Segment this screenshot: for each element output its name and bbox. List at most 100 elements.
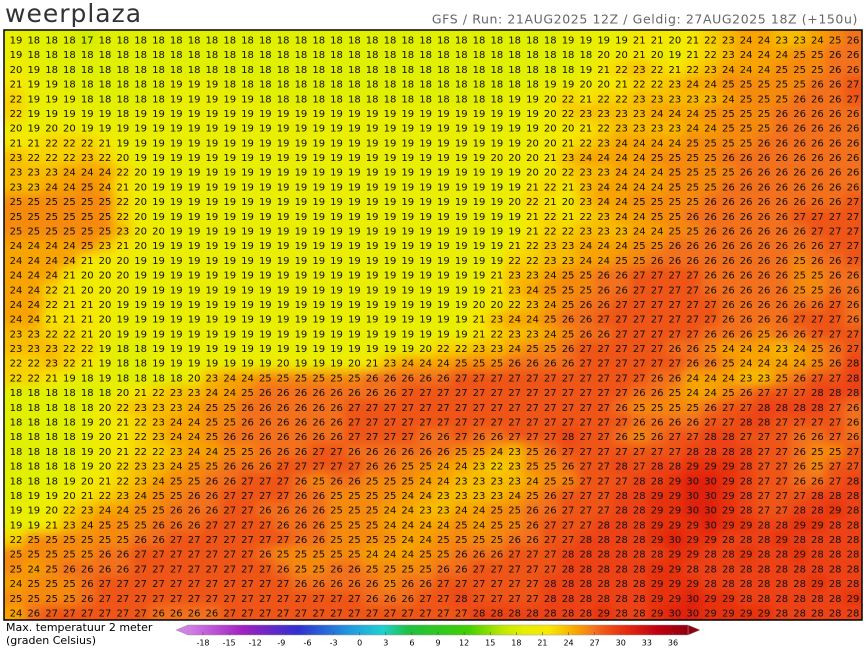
temperature-cell xyxy=(843,61,862,78)
temperature-value: 25 xyxy=(722,359,735,370)
temperature-value: 26 xyxy=(526,506,539,517)
temperature-cell xyxy=(131,105,151,122)
temperature-value: 19 xyxy=(170,109,183,120)
temperature-value: 19 xyxy=(188,256,201,267)
temperature-value: 18 xyxy=(45,403,58,414)
temperature-value: 19 xyxy=(562,80,575,91)
temperature-value: 23 xyxy=(490,344,503,355)
temperature-value: 19 xyxy=(223,300,236,311)
temperature-cell xyxy=(95,105,115,122)
temperature-value: 19 xyxy=(223,138,236,149)
temperature-value: 29 xyxy=(740,550,753,561)
temperature-value: 19 xyxy=(580,65,593,76)
temperature-cell xyxy=(131,76,151,92)
temperature-value: 21 xyxy=(633,50,646,61)
temperature-value: 27 xyxy=(259,594,272,605)
temperature-value: 19 xyxy=(152,256,165,267)
temperature-cell xyxy=(629,76,649,92)
temperature-value: 27 xyxy=(758,462,771,473)
temperature-value: 24 xyxy=(437,462,450,473)
temperature-cell xyxy=(344,90,364,107)
temperature-value: 27 xyxy=(615,344,628,355)
temperature-cell xyxy=(149,76,168,92)
temperature-value: 28 xyxy=(829,535,842,546)
temperature-value: 19 xyxy=(134,285,147,296)
temperature-value: 27 xyxy=(669,329,682,340)
temperature-value: 19 xyxy=(152,182,165,193)
temperature-value: 22 xyxy=(27,373,40,384)
temperature-value: 27 xyxy=(829,432,842,443)
temperature-value: 27 xyxy=(669,300,682,311)
temperature-value: 19 xyxy=(45,109,58,120)
temperature-value: 27 xyxy=(686,329,699,340)
temperature-value: 25 xyxy=(722,109,735,120)
temperature-value: 18 xyxy=(241,65,254,76)
temperature-value: 24 xyxy=(633,227,646,238)
temperature-value: 29 xyxy=(722,491,735,502)
temperature-value: 26 xyxy=(330,388,343,399)
temperature-value: 18 xyxy=(81,50,94,61)
temperature-value: 21 xyxy=(81,315,94,326)
temperature-cell xyxy=(255,30,275,48)
temperature-value: 25 xyxy=(99,535,112,546)
temperature-value: 20 xyxy=(490,300,503,311)
colorbar-tick-label: 27 xyxy=(590,639,600,648)
temperature-value: 27 xyxy=(330,447,343,458)
temperature-value: 19 xyxy=(508,138,521,149)
temperature-value: 25 xyxy=(793,256,806,267)
temperature-cell xyxy=(202,46,222,63)
temperature-value: 25 xyxy=(45,579,58,590)
temperature-value: 25 xyxy=(473,359,486,370)
temperature-value: 19 xyxy=(188,109,201,120)
temperature-value: 19 xyxy=(312,256,325,267)
temperature-cell xyxy=(772,90,792,107)
temperature-value: 27 xyxy=(241,520,254,531)
temperature-value: 19 xyxy=(437,212,450,223)
temperature-cell xyxy=(362,61,382,78)
temperature-value: 27 xyxy=(633,344,646,355)
temperature-value: 19 xyxy=(348,285,361,296)
temperature-value: 18 xyxy=(544,65,557,76)
temperature-value: 19 xyxy=(312,271,325,282)
temperature-value: 25 xyxy=(10,594,23,605)
temperature-value: 27 xyxy=(580,432,593,443)
temperature-value: 28 xyxy=(597,520,610,531)
temperature-value: 25 xyxy=(366,520,379,531)
temperature-cell xyxy=(665,90,685,107)
temperature-cell xyxy=(612,90,631,107)
temperature-value: 22 xyxy=(490,329,503,340)
temperature-value: 27 xyxy=(401,432,414,443)
temperature-value: 19 xyxy=(188,329,201,340)
temperature-value: 27 xyxy=(847,241,860,252)
temperature-value: 28 xyxy=(633,579,646,590)
temperature-value: 23 xyxy=(580,227,593,238)
temperature-value: 26 xyxy=(615,432,628,443)
temperature-value: 18 xyxy=(437,36,450,47)
temperature-value: 27 xyxy=(669,447,682,458)
temperature-value: 18 xyxy=(384,36,397,47)
temperature-value: 21 xyxy=(580,94,593,105)
temperature-value: 25 xyxy=(63,212,76,223)
temperature-value: 21 xyxy=(99,476,112,487)
temperature-cell xyxy=(825,76,845,92)
temperature-value: 23 xyxy=(597,138,610,149)
temperature-value: 19 xyxy=(384,109,397,120)
temperature-value: 22 xyxy=(134,418,147,429)
temperature-value: 26 xyxy=(259,447,272,458)
temperature-value: 18 xyxy=(437,94,450,105)
temperature-value: 19 xyxy=(241,271,254,282)
temperature-value: 25 xyxy=(633,403,646,414)
temperature-value: 27 xyxy=(277,535,290,546)
temperature-value: 23 xyxy=(27,168,40,179)
temperature-value: 28 xyxy=(562,609,575,620)
temperature-value: 23 xyxy=(562,153,575,164)
temperature-value: 27 xyxy=(526,550,539,561)
temperature-value: 18 xyxy=(99,94,112,105)
colorbar-tick-label: -6 xyxy=(303,639,311,648)
temperature-value: 19 xyxy=(384,344,397,355)
temperature-value: 26 xyxy=(312,520,325,531)
temperature-cell xyxy=(754,61,774,78)
temperature-value: 25 xyxy=(152,506,165,517)
temperature-value: 26 xyxy=(686,241,699,252)
temperature-value: 28 xyxy=(811,403,824,414)
